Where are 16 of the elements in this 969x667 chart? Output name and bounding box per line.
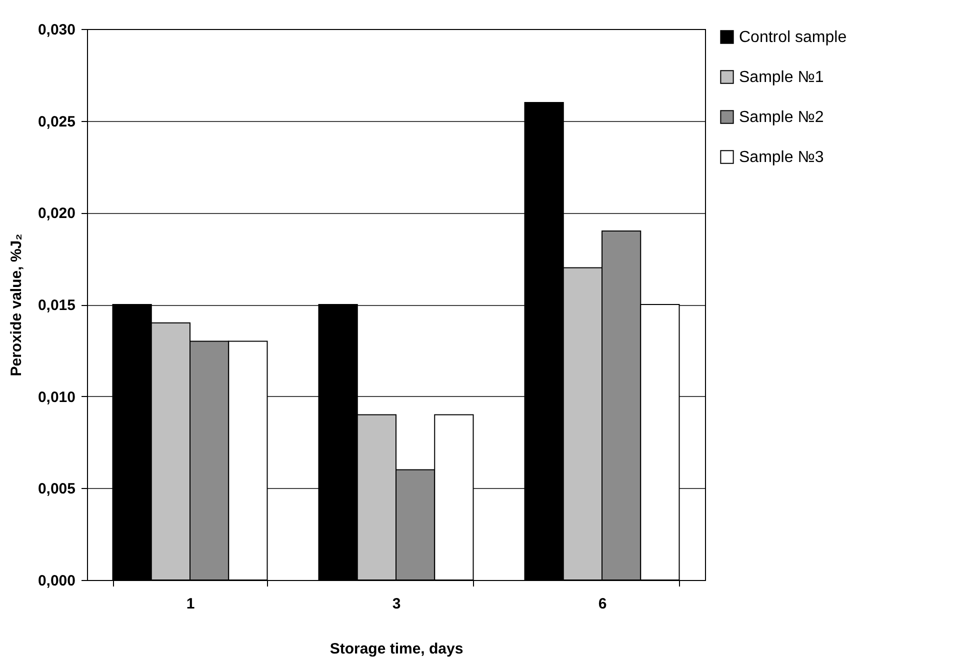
legend-label: Sample №3 [739,149,824,166]
legend-label: Control sample [739,29,847,46]
y-axis-title: Peroxide value, %J₂ [8,234,25,376]
y-tick-label: 0,005 [38,480,76,498]
legend-label: Sample №1 [739,69,824,86]
y-tick-label: 0,025 [38,113,76,130]
x-tick-label: 1 [186,596,195,612]
y-tick-label: 0,020 [38,205,76,222]
y-tick-label: 0,015 [38,297,76,314]
y-tick-label: 0,030 [38,22,76,38]
x-tick-label: 3 [392,596,401,612]
x-tick-label: 6 [598,596,607,612]
x-axis-title: Storage time, days [330,640,464,658]
y-tick-label: 0,000 [38,572,76,590]
y-tick-label: 0,010 [38,388,76,406]
legend-label: Sample №2 [739,109,824,126]
